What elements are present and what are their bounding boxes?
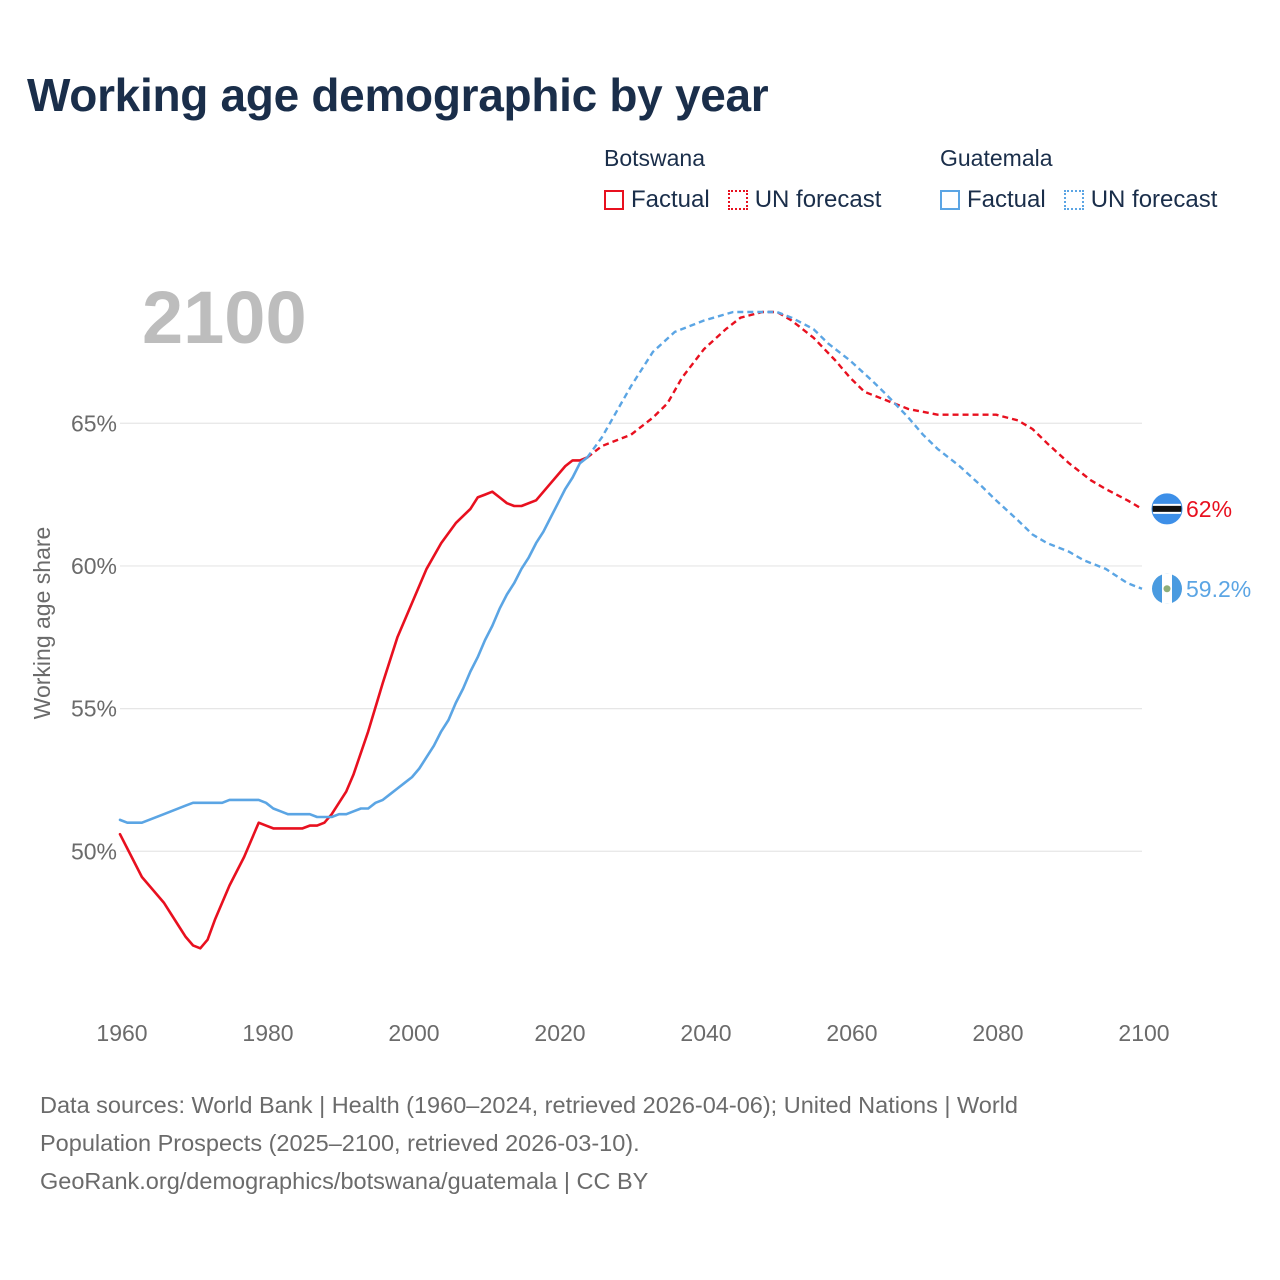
legend-botswana-factual[interactable]: Factual <box>604 186 710 214</box>
footer-line-1: Data sources: World Bank | Health (1960–… <box>40 1092 1018 1118</box>
flag-black-band <box>1152 505 1182 512</box>
y-tick-label: 50% <box>71 838 117 864</box>
legend-solid-swatch <box>604 190 624 210</box>
x-tick-label: 1980 <box>242 1020 293 1046</box>
legend-dotted-swatch <box>1063 190 1084 210</box>
chart-title: Working age demographic by year <box>27 69 769 121</box>
footer-line-2: Population Prospects (2025–2100, retriev… <box>40 1130 640 1156</box>
flag-outline <box>1151 493 1183 525</box>
guatemala-forecast-line <box>586 310 1143 590</box>
x-tick-label: 2080 <box>972 1020 1023 1046</box>
legend-solid-swatch <box>940 190 960 210</box>
legend-forecast-label: UN forecast <box>754 186 882 213</box>
legend-factual-label: Factual <box>967 186 1046 213</box>
legend-country-guatemala: Guatemala <box>940 145 1053 171</box>
x-tick-label: 2020 <box>534 1020 585 1046</box>
legend-guatemala: Guatemala Factual UN forecast <box>940 145 1235 214</box>
botswana-forecast-line <box>586 310 1143 510</box>
line-chart: 2100 Working age share 50% 55% 60% 65% 1960 1… <box>29 276 1251 1046</box>
guatemala-factual-line <box>118 456 589 824</box>
footer-sources: Data sources: World Bank | Health (1960–… <box>40 1086 1200 1200</box>
y-tick-label: 60% <box>71 553 117 579</box>
legend-guatemala-forecast[interactable]: UN forecast <box>1063 186 1218 214</box>
botswana-factual-line <box>118 456 589 950</box>
year-watermark: 2100 <box>142 276 307 359</box>
footer-line-3[interactable]: GeoRank.org/demographics/botswana/guatem… <box>40 1168 649 1194</box>
x-tick-label: 2000 <box>388 1020 439 1046</box>
botswana-flag-marker <box>1151 493 1183 525</box>
legend-botswana-forecast[interactable]: UN forecast <box>727 186 882 214</box>
legend-dotted-swatch <box>727 190 748 210</box>
x-tick-label: 1960 <box>96 1020 147 1046</box>
legend-factual-label: Factual <box>631 186 710 213</box>
x-tick-label: 2100 <box>1118 1020 1169 1046</box>
guatemala-end-label: 59.2% <box>1186 576 1251 602</box>
flag-emblem <box>1163 585 1171 593</box>
x-tick-label: 2040 <box>680 1020 731 1046</box>
legend-botswana: Botswana Factual UN forecast <box>604 145 899 214</box>
y-tick-label: 65% <box>71 410 117 436</box>
legend-forecast-label: UN forecast <box>1090 186 1218 213</box>
legend-country-botswana: Botswana <box>604 145 706 171</box>
x-tick-label: 2060 <box>826 1020 877 1046</box>
guatemala-flag-marker <box>1152 573 1182 604</box>
legend-guatemala-factual[interactable]: Factual <box>940 186 1046 214</box>
botswana-end-label: 62% <box>1186 496 1232 522</box>
y-axis-title: Working age share <box>29 527 55 720</box>
y-tick-label: 55% <box>71 696 117 722</box>
